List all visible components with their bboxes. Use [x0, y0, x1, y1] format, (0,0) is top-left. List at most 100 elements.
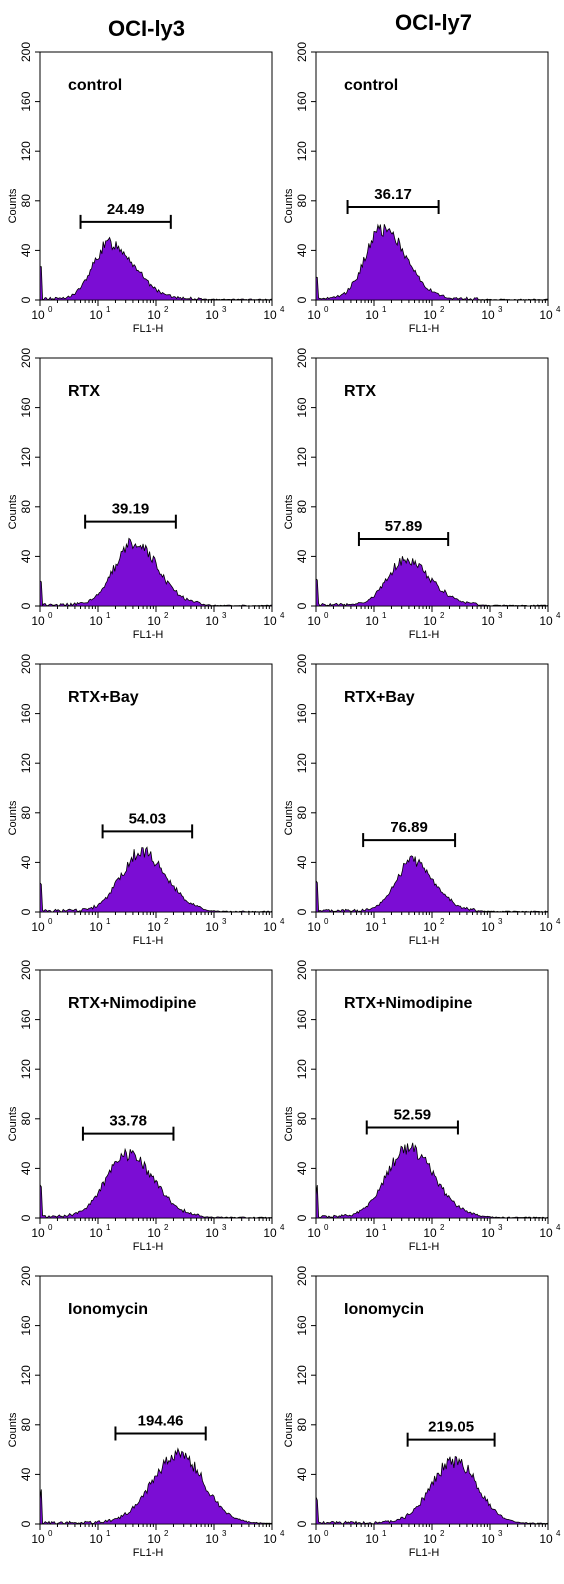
- y-axis-label: Counts: [283, 188, 295, 223]
- y-tick-label: 200: [295, 42, 309, 62]
- x-tick-exponent: 2: [164, 1529, 169, 1538]
- gate-value: 33.78: [109, 1113, 147, 1130]
- x-tick-label: 10: [365, 1532, 379, 1546]
- x-axis-label: FL1-H: [133, 935, 164, 947]
- x-tick-exponent: 2: [164, 917, 169, 926]
- y-tick-label: 200: [295, 654, 309, 674]
- x-tick-exponent: 1: [106, 917, 111, 926]
- x-tick-label: 10: [307, 1226, 321, 1240]
- y-tick-label: 160: [295, 91, 309, 111]
- y-tick-label: 0: [295, 296, 309, 303]
- y-tick-label: 120: [19, 1365, 33, 1385]
- x-tick-exponent: 3: [498, 1529, 503, 1538]
- y-tick-label: 40: [295, 1161, 309, 1175]
- y-tick-label: 200: [295, 960, 309, 980]
- histogram-area: [315, 223, 549, 301]
- y-tick-label: 80: [295, 194, 309, 208]
- y-tick-label: 40: [19, 549, 33, 563]
- x-tick-label: 10: [89, 1226, 103, 1240]
- y-tick-label: 120: [295, 753, 309, 773]
- x-axis-label: FL1-H: [133, 629, 164, 641]
- x-tick-label: 10: [89, 1532, 103, 1546]
- x-tick-label: 10: [147, 920, 161, 934]
- y-tick-label: 40: [19, 855, 33, 869]
- x-tick-exponent: 0: [48, 305, 53, 314]
- x-tick-exponent: 1: [106, 611, 111, 620]
- gate-value: 54.03: [129, 810, 167, 827]
- gate-value: 52.59: [394, 1106, 432, 1123]
- x-tick-label: 10: [263, 920, 277, 934]
- x-tick-exponent: 2: [164, 305, 169, 314]
- x-tick-exponent: 2: [440, 611, 445, 620]
- x-tick-exponent: 4: [556, 1529, 561, 1538]
- y-tick-label: 120: [295, 1059, 309, 1079]
- x-tick-label: 10: [539, 1226, 553, 1240]
- x-tick-exponent: 0: [48, 1223, 53, 1232]
- y-tick-label: 200: [295, 348, 309, 368]
- column-title-ocily3: OCI-ly3: [108, 16, 186, 41]
- y-tick-label: 0: [295, 908, 309, 915]
- y-tick-label: 200: [19, 42, 33, 62]
- y-tick-label: 0: [19, 908, 33, 915]
- y-tick-label: 0: [19, 1520, 33, 1527]
- y-axis-label: Counts: [7, 188, 19, 223]
- sample-label: RTX: [344, 383, 376, 400]
- y-tick-label: 0: [19, 296, 33, 303]
- x-tick-exponent: 0: [48, 917, 53, 926]
- y-tick-label: 120: [19, 1059, 33, 1079]
- x-tick-exponent: 2: [440, 917, 445, 926]
- y-tick-label: 160: [295, 1315, 309, 1335]
- x-tick-exponent: 3: [222, 1529, 227, 1538]
- x-tick-exponent: 4: [280, 917, 285, 926]
- x-tick-exponent: 3: [222, 611, 227, 620]
- y-tick-label: 80: [295, 1112, 309, 1126]
- x-tick-label: 10: [205, 308, 219, 322]
- gate-value: 219.05: [428, 1419, 474, 1436]
- y-tick-label: 40: [295, 1467, 309, 1481]
- y-tick-label: 200: [19, 1266, 33, 1286]
- y-tick-label: 40: [19, 1161, 33, 1175]
- gate-value: 194.46: [138, 1412, 184, 1429]
- y-tick-label: 0: [295, 1520, 309, 1527]
- x-tick-label: 10: [263, 1226, 277, 1240]
- x-axis-label: FL1-H: [133, 1547, 164, 1559]
- y-tick-label: 80: [19, 1112, 33, 1126]
- sample-label: RTX+Bay: [68, 689, 139, 706]
- y-tick-label: 40: [19, 1467, 33, 1481]
- x-tick-label: 10: [205, 614, 219, 628]
- x-tick-exponent: 1: [382, 611, 387, 620]
- x-tick-exponent: 2: [164, 1223, 169, 1232]
- gate-value: 24.49: [107, 201, 145, 218]
- x-axis-label: FL1-H: [409, 935, 440, 947]
- y-tick-label: 40: [295, 549, 309, 563]
- y-tick-label: 160: [19, 703, 33, 723]
- y-tick-label: 200: [19, 960, 33, 980]
- y-tick-label: 200: [295, 1266, 309, 1286]
- x-tick-label: 10: [365, 308, 379, 322]
- sample-label: RTX: [68, 383, 100, 400]
- x-tick-exponent: 3: [498, 917, 503, 926]
- histogram-area: [315, 1456, 549, 1525]
- y-tick-label: 80: [19, 500, 33, 514]
- y-tick-label: 80: [19, 806, 33, 820]
- y-tick-label: 120: [295, 141, 309, 161]
- x-tick-exponent: 3: [498, 305, 503, 314]
- x-tick-exponent: 1: [382, 1223, 387, 1232]
- y-tick-label: 160: [295, 703, 309, 723]
- x-tick-label: 10: [31, 614, 45, 628]
- sample-label: RTX+Bay: [344, 689, 415, 706]
- x-axis-label: FL1-H: [133, 323, 164, 335]
- x-tick-label: 10: [307, 308, 321, 322]
- y-tick-label: 120: [19, 447, 33, 467]
- sample-label: control: [68, 77, 122, 94]
- x-tick-exponent: 3: [498, 611, 503, 620]
- x-tick-label: 10: [423, 920, 437, 934]
- y-tick-label: 160: [19, 91, 33, 111]
- y-axis-label: Counts: [7, 494, 19, 529]
- y-tick-label: 160: [295, 1009, 309, 1029]
- x-tick-exponent: 4: [556, 305, 561, 314]
